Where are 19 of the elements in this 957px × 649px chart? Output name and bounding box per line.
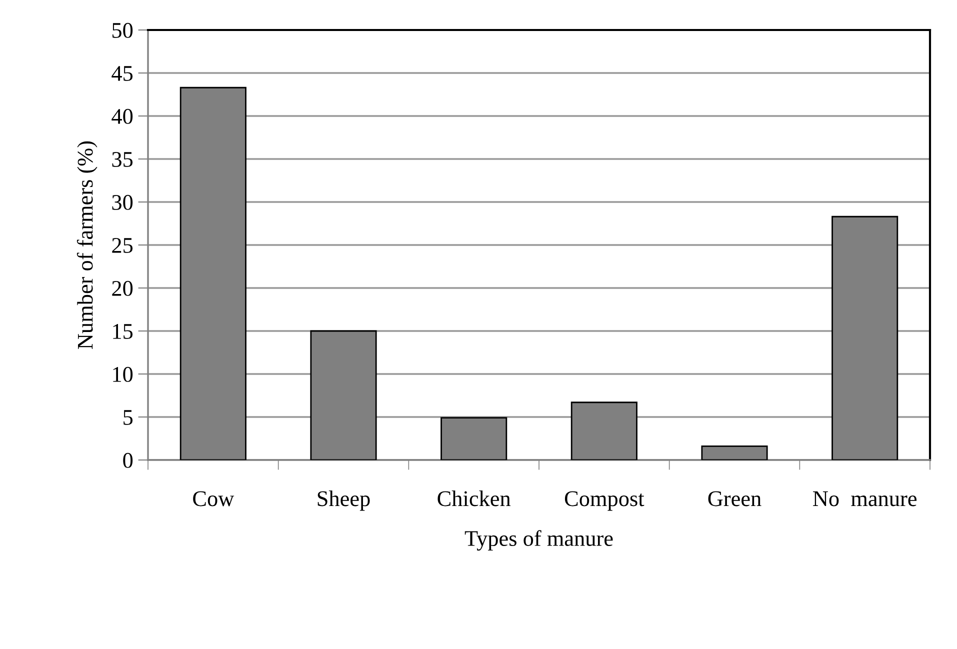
y-tick-label: 20	[112, 280, 133, 296]
x-tick-label: Compost	[564, 491, 644, 511]
y-tick-label: 45	[112, 66, 133, 81]
y-tick-label: 5	[124, 410, 133, 425]
x-tick-label: Chicken	[438, 490, 511, 506]
y-axis-title: Number of farmers (%)	[76, 141, 98, 349]
x-tick-label: No manure	[813, 491, 917, 506]
y-tick-label: 40	[112, 108, 133, 124]
y-tick-label: 30	[112, 194, 133, 210]
y-tick-label: 10	[113, 366, 133, 382]
y-tick-label: 0	[123, 452, 133, 468]
y-tick-label: 35	[112, 152, 133, 167]
x-tick-label: Green	[708, 491, 762, 506]
x-tick-label: Cow	[193, 491, 234, 506]
x-axis-title: Types of manure	[464, 530, 613, 551]
y-tick-label: 50	[112, 22, 133, 38]
y-tick-label: 15	[113, 324, 133, 339]
x-tick-label: Sheep	[318, 490, 370, 511]
y-tick-label: 25	[112, 238, 133, 253]
